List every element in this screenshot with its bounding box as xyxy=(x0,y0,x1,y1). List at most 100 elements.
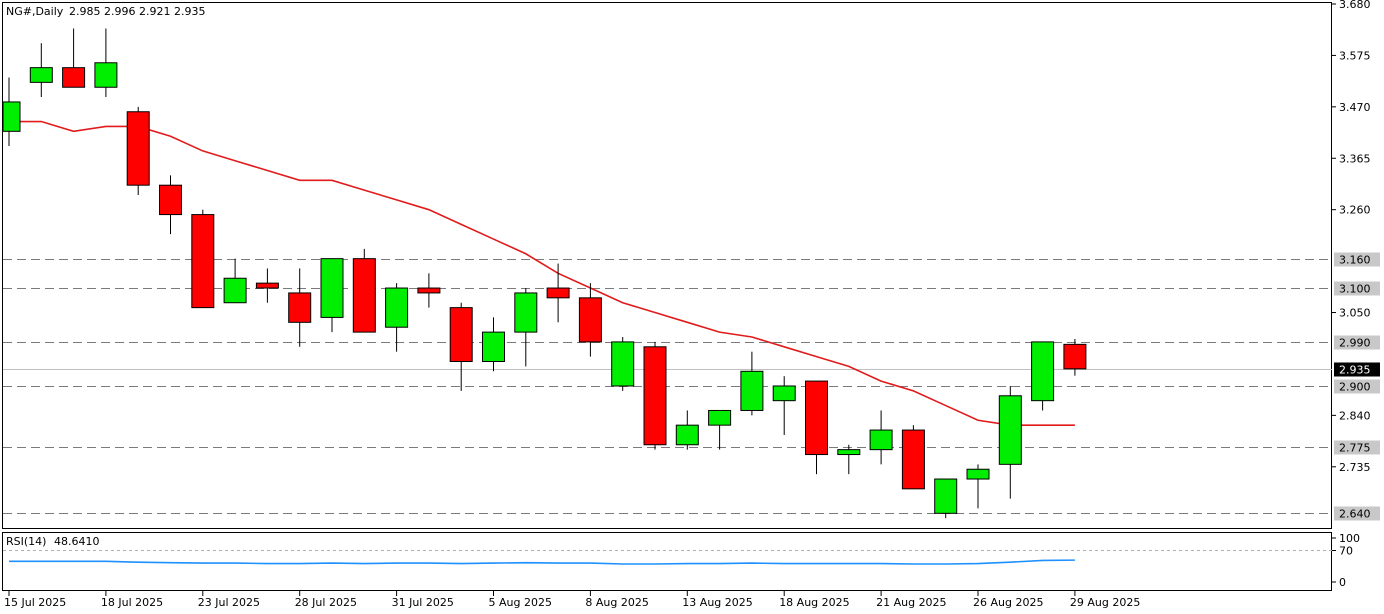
price-tick-label: 3.260 xyxy=(1339,204,1371,217)
candle xyxy=(1063,338,1087,376)
time-tick-label: 21 Aug 2025 xyxy=(876,596,946,609)
level-label: 2.900 xyxy=(1339,381,1371,394)
candle xyxy=(611,337,635,391)
candle xyxy=(966,464,990,509)
rsi-panel-frame xyxy=(2,532,1332,591)
candle xyxy=(772,376,796,435)
rsi-tick-label: 70 xyxy=(1339,545,1353,558)
candle xyxy=(385,283,409,352)
candle-body-bull xyxy=(611,341,635,387)
rsi-value: 48.6410 xyxy=(54,535,100,548)
price-tick-label: 3.050 xyxy=(1339,307,1371,320)
candle xyxy=(740,351,764,416)
candle-body-bear xyxy=(126,111,150,186)
candle xyxy=(901,425,925,490)
time-tick-label: 31 Jul 2025 xyxy=(392,596,454,609)
candle-body-bull xyxy=(223,277,247,304)
candle xyxy=(546,263,570,323)
price-tick-label: 3.365 xyxy=(1339,152,1371,165)
time-tick-label: 28 Jul 2025 xyxy=(295,596,357,609)
level-label-box xyxy=(1334,440,1380,455)
symbol-label: NG#,Daily xyxy=(6,5,64,18)
price-tick-label: 3.575 xyxy=(1339,49,1371,62)
time-axis: 15 Jul 2025 18 Jul 2025 23 Jul 2025 28 Jul … xyxy=(4,591,1140,609)
time-tick-label: 18 Aug 2025 xyxy=(779,596,849,609)
candle xyxy=(1031,341,1055,411)
level-label-box xyxy=(1334,252,1380,267)
candle-body-bear xyxy=(1063,343,1087,370)
candle xyxy=(837,444,861,475)
horizontal-levels: 3.160 3.100 2.990 2.900 2.775 2.640 2.935 xyxy=(3,252,1380,521)
candle-body-bull xyxy=(320,258,344,318)
candle xyxy=(29,43,53,98)
level-label: 2.775 xyxy=(1339,442,1371,455)
candle xyxy=(449,302,473,391)
candle xyxy=(223,258,247,304)
level-label-box xyxy=(1334,379,1380,394)
time-tick-label: 5 Aug 2025 xyxy=(489,596,552,609)
price-tick-label: 2.840 xyxy=(1339,409,1371,422)
candle-body-bear xyxy=(288,292,312,323)
main-panel-frame xyxy=(2,2,1332,529)
candle-body-bull xyxy=(708,409,732,426)
time-tick-label: 23 Jul 2025 xyxy=(198,596,260,609)
candle-body-bear xyxy=(191,214,215,309)
candle xyxy=(934,478,958,519)
candle xyxy=(352,248,376,333)
candle-body-bear xyxy=(643,346,667,446)
candle-body-bear xyxy=(546,287,570,299)
level-label: 2.640 xyxy=(1339,508,1371,521)
candle xyxy=(869,410,893,465)
candle xyxy=(126,106,150,195)
candle xyxy=(288,268,312,347)
rsi-tick-label: 100 xyxy=(1339,532,1360,545)
candle-body-bull xyxy=(514,292,538,333)
level-label-box xyxy=(1334,335,1380,350)
candle-body-bull xyxy=(966,468,990,480)
candle-body-bull xyxy=(772,385,796,402)
time-tick-label: 29 Aug 2025 xyxy=(1070,596,1140,609)
level-label: 2.990 xyxy=(1339,337,1371,350)
level-label-box xyxy=(1334,506,1380,521)
candle xyxy=(675,410,699,450)
level-label-box xyxy=(1334,281,1380,296)
candle-body-bull xyxy=(2,101,21,132)
ohlc-values: 2.985 2.996 2.921 2.935 xyxy=(69,5,205,18)
candle xyxy=(643,341,667,450)
level-label: 3.100 xyxy=(1339,283,1371,296)
candle xyxy=(482,317,505,372)
candle xyxy=(708,409,732,450)
candle-body-bull xyxy=(837,449,861,456)
candle xyxy=(94,28,118,98)
candle-body-bull xyxy=(1031,341,1055,402)
candle-body-bull xyxy=(740,370,764,411)
rsi-label: RSI(14) xyxy=(6,535,46,548)
candle-body-bull xyxy=(482,331,505,362)
moving-average xyxy=(9,120,1075,426)
time-tick-label: 15 Jul 2025 xyxy=(4,596,66,609)
level-label: 3.160 xyxy=(1339,254,1371,267)
price-tick-label: 3.470 xyxy=(1339,101,1371,114)
current-price-label-box xyxy=(1334,362,1380,377)
candle xyxy=(998,385,1022,499)
candle xyxy=(805,380,828,475)
current-price-label: 2.935 xyxy=(1339,364,1371,377)
time-tick-label: 26 Aug 2025 xyxy=(973,596,1043,609)
candles xyxy=(2,28,1087,519)
candle-body-bear xyxy=(805,380,828,456)
candle xyxy=(159,175,182,235)
candle-body-bull xyxy=(869,429,893,451)
candle-body-bull xyxy=(998,395,1022,465)
candle-body-bull xyxy=(934,478,958,514)
candle xyxy=(514,288,538,367)
candle-body-bull xyxy=(385,287,409,328)
candle xyxy=(191,209,215,309)
candle xyxy=(578,283,602,357)
candle xyxy=(2,77,21,147)
candle-body-bear xyxy=(901,429,925,490)
candle xyxy=(62,28,86,88)
rsi-tick-label: 0 xyxy=(1339,576,1346,589)
time-tick-label: 13 Aug 2025 xyxy=(682,596,752,609)
